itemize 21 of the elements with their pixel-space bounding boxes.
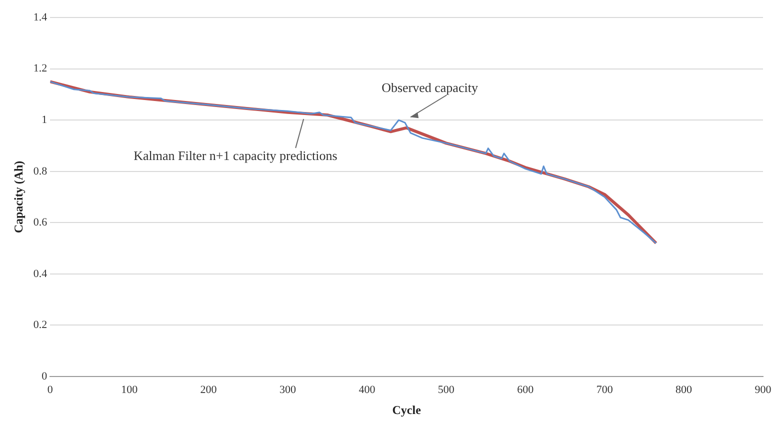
y-tick-label: 1 (42, 114, 48, 126)
x-tick-label: 600 (517, 384, 534, 396)
annotation: Observed capacity (382, 80, 478, 96)
x-tick-label: 500 (438, 384, 455, 396)
x-tick-label: 400 (358, 384, 376, 396)
x-tick-label: 100 (121, 384, 138, 396)
x-axis-title: Cycle (392, 402, 422, 417)
y-tick-label: 1.2 (33, 62, 48, 75)
x-tick-label: 200 (200, 384, 218, 396)
y-tick-label: 0.8 (33, 165, 48, 178)
y-tick-label: 0 (42, 370, 48, 382)
x-tick-label: 800 (676, 384, 693, 396)
annotation: Kalman Filter n+1 capacity predictions (134, 148, 338, 163)
y-tick-label: 0.6 (33, 216, 48, 229)
y-axis-title: Capacity (Ah) (11, 160, 26, 234)
x-tick-label: 700 (596, 384, 614, 396)
x-tick-label: 900 (754, 384, 772, 396)
y-tick-label: 0.2 (33, 319, 48, 332)
x-tick-label: 300 (280, 384, 297, 396)
y-tick-label: 0.4 (33, 268, 48, 280)
y-tick-label: 1.4 (33, 11, 48, 24)
